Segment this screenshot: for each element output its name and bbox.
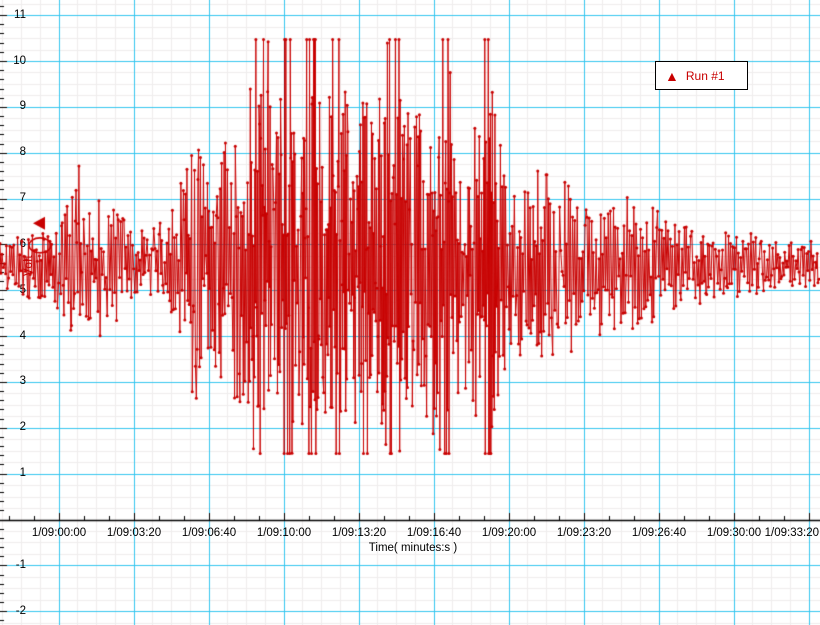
- legend-label: Run #1: [685, 68, 725, 83]
- triangle-up-icon: ▲: [665, 67, 679, 84]
- legend-box[interactable]: ▲ Run #1: [655, 61, 748, 90]
